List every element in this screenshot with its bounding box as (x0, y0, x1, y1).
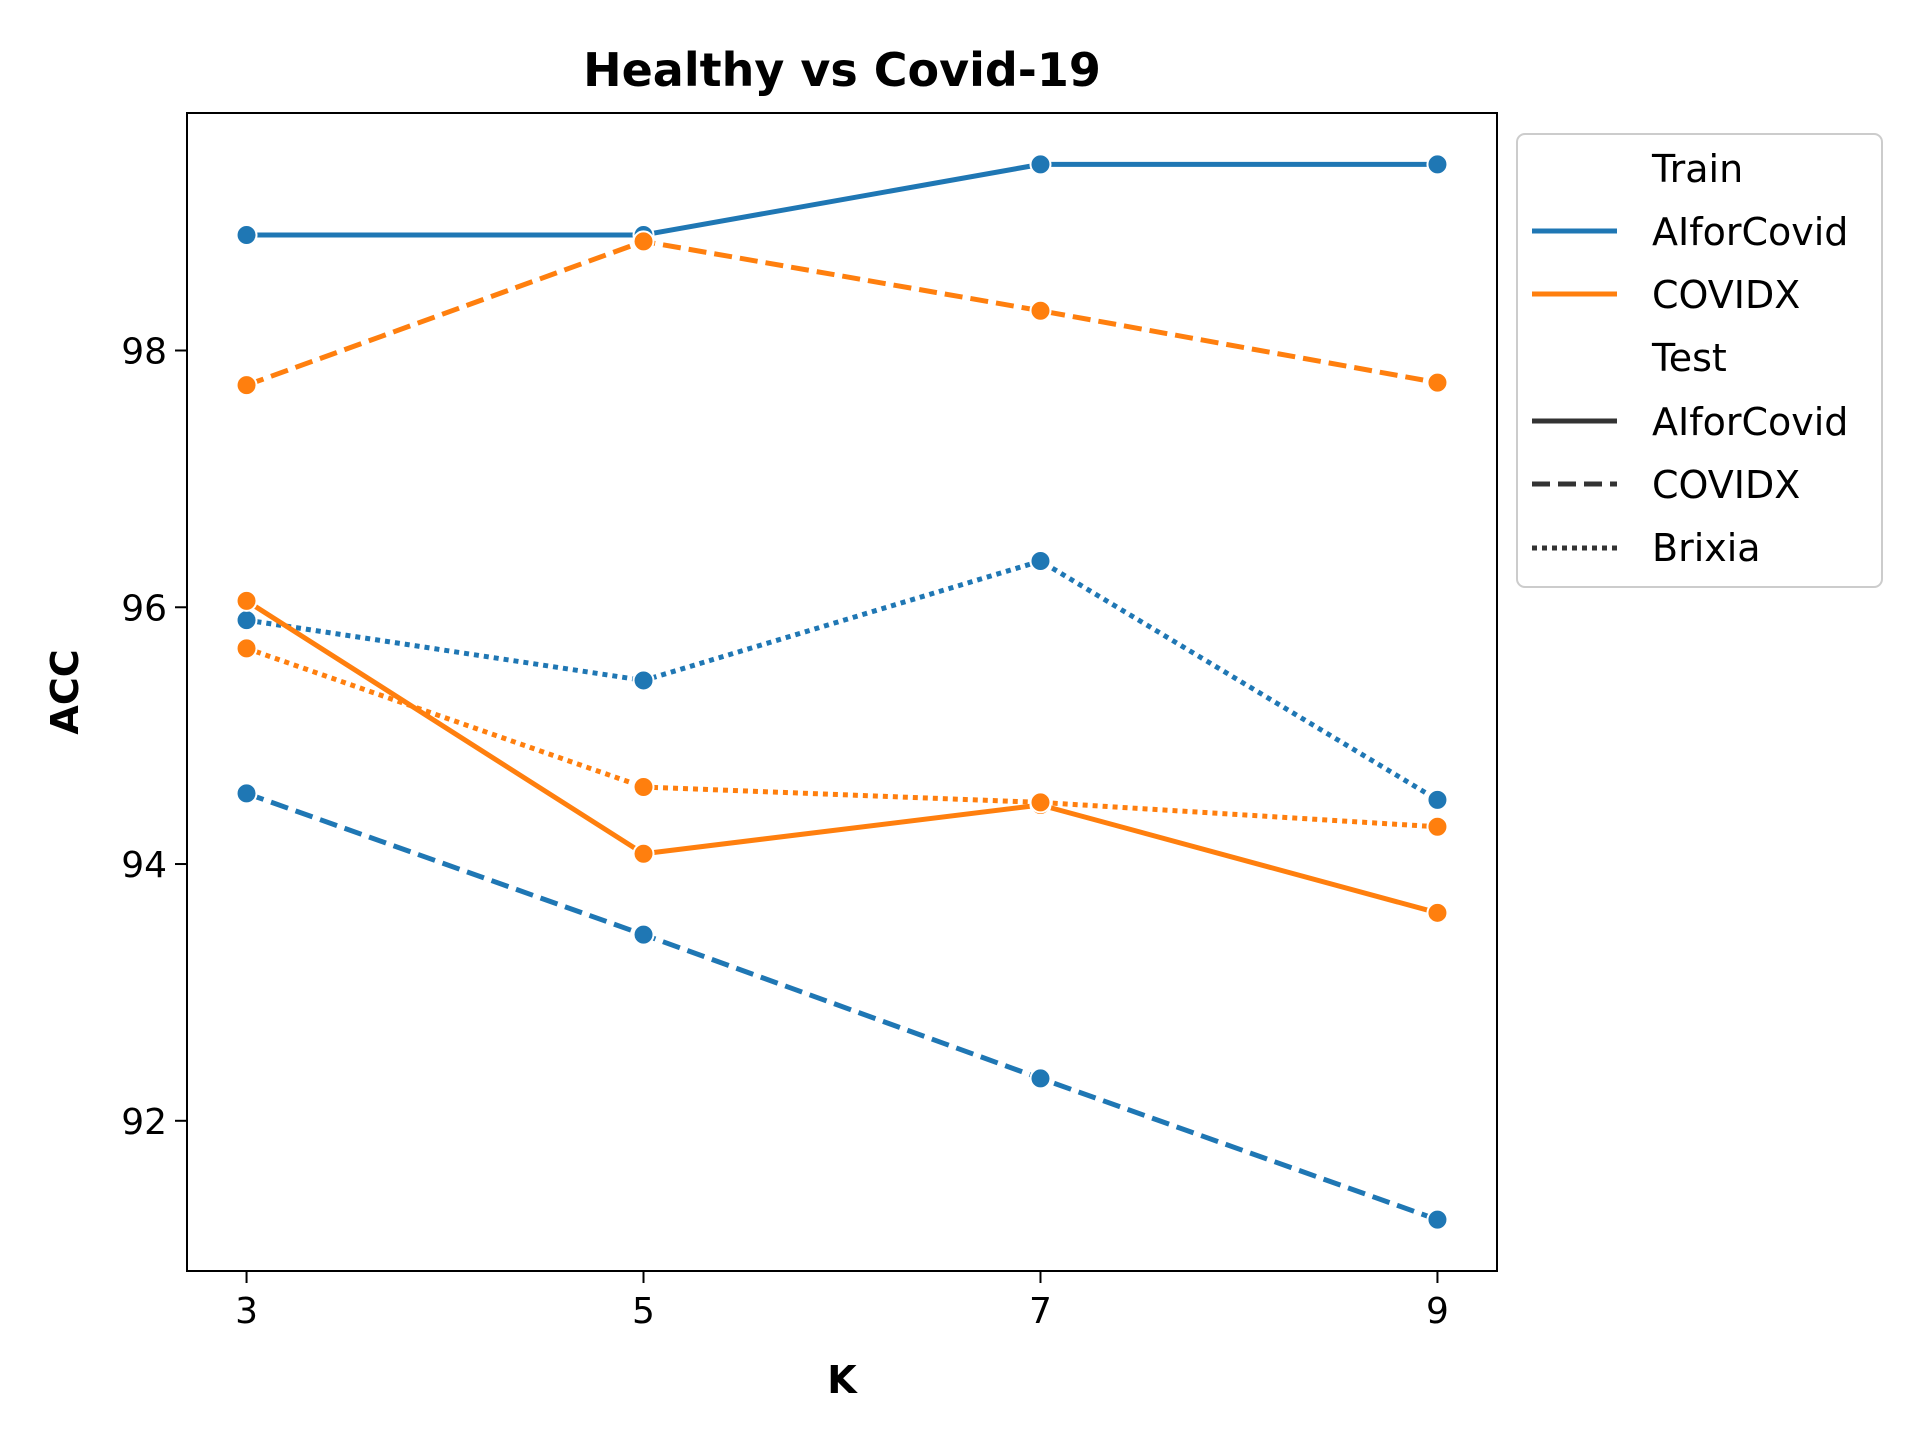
y-axis-label: ACC (43, 649, 87, 734)
series-covidx-on-covidx-point (1029, 299, 1052, 322)
series-covidx-on-covidx-line (245, 238, 1438, 388)
y-axis-ticks: 92 94 96 98 (121, 332, 187, 1143)
legend-label-train-covidx: COVIDX (1652, 273, 1800, 317)
y-tick-label: 92 (121, 1102, 167, 1143)
series-aiforcovid-on-brixia-point (1426, 788, 1449, 811)
x-tick-label: 5 (632, 1291, 655, 1332)
x-axis-label: K (827, 1358, 858, 1402)
series-aiforcovid-on-covidx-point (632, 923, 655, 946)
series-covidx-on-aiforcovid-point (632, 842, 655, 865)
y-tick-label: 96 (121, 588, 167, 629)
series-covidx-on-covidx-point (632, 230, 655, 253)
series-covidx-on-brixia-point (1029, 791, 1052, 814)
series-aiforcovid-on-aiforcovid-point (1426, 153, 1449, 176)
series-covidx-on-aiforcovid-point (1426, 901, 1449, 924)
y-tick-label: 98 (121, 332, 167, 373)
legend-title-test: Test (1651, 336, 1727, 380)
series-aiforcovid-on-covidx-point (1029, 1067, 1052, 1090)
series-aiforcovid-on-brixia-point (235, 609, 258, 632)
y-tick-label: 94 (121, 845, 167, 886)
x-tick-label: 7 (1029, 1291, 1052, 1332)
series-covidx-on-aiforcovid-line (245, 598, 1439, 916)
plot-frame (186, 112, 1498, 1272)
legend-label-test-aiforcovid: AIforCovid (1652, 400, 1848, 444)
series-covidx-on-aiforcovid-point (235, 589, 258, 612)
plot-lines (245, 161, 1439, 1223)
series-aiforcovid-on-aiforcovid-point (235, 223, 258, 246)
series-covidx-on-covidx-point (1426, 371, 1449, 394)
series-aiforcovid-on-covidx-line (245, 791, 1439, 1223)
plot-markers (235, 153, 1449, 1231)
legend-title-train: Train (1651, 147, 1743, 191)
legend-label-train-aiforcovid: AIforCovid (1652, 210, 1848, 254)
series-aiforcovid-on-aiforcovid-line (246, 161, 1438, 238)
series-covidx-on-brixia-point (235, 637, 258, 660)
series-aiforcovid-on-aiforcovid-point (1029, 153, 1052, 176)
series-aiforcovid-on-brixia-point (1029, 550, 1052, 573)
legend-box (1516, 133, 1883, 588)
legend: Train AIforCovid COVIDX Test AIforCovid … (1516, 133, 1883, 588)
series-aiforcovid-on-covidx-point (1426, 1208, 1449, 1231)
series-aiforcovid-on-brixia-line (246, 558, 1439, 802)
x-tick-label: 3 (235, 1291, 258, 1332)
legend-label-test-brixia: Brixia (1652, 526, 1761, 570)
series-aiforcovid-on-brixia-point (632, 669, 655, 692)
x-axis-ticks: 3 5 7 9 (235, 1271, 1449, 1332)
series-aiforcovid-on-covidx-point (235, 782, 258, 805)
series-covidx-on-covidx-point (235, 374, 258, 397)
legend-label-test-covidx: COVIDX (1652, 463, 1800, 507)
series-covidx-on-brixia-point (632, 776, 655, 799)
x-tick-label: 9 (1426, 1291, 1449, 1332)
chart-title: Healthy vs Covid-19 (583, 43, 1101, 97)
series-covidx-on-brixia-point (1426, 815, 1449, 838)
series-covidx-on-brixia-line (245, 645, 1438, 830)
